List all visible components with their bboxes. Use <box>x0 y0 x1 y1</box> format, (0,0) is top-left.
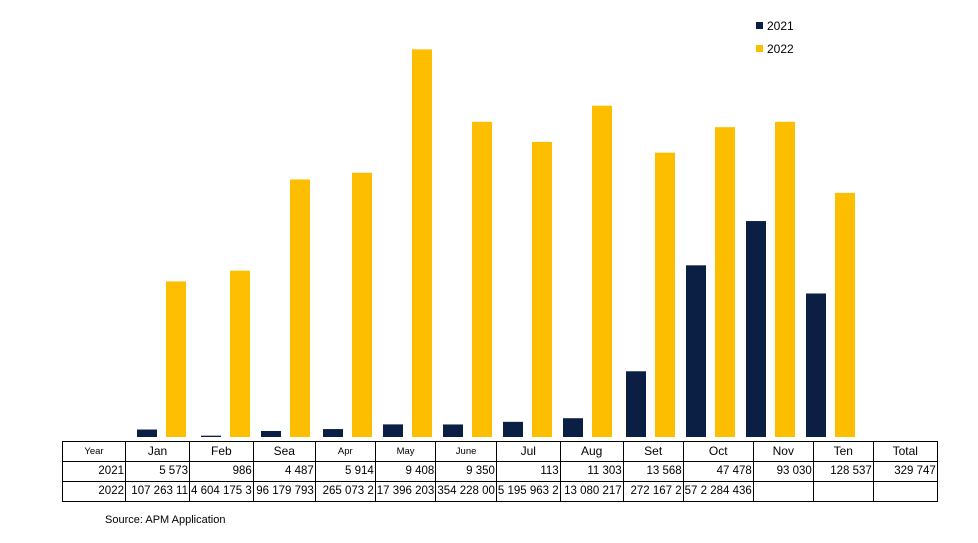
header-cell: Feb <box>189 441 254 462</box>
table-cell: 2021 <box>62 461 126 482</box>
bar-2021-jul <box>503 421 523 437</box>
table-cell: 11 303 <box>559 461 624 482</box>
header-cell: Jul <box>495 441 561 462</box>
table-cell: 17 396 203 <box>374 481 437 502</box>
header-cell: Set <box>622 441 684 462</box>
header-cell: June <box>435 441 497 462</box>
legend-item-2021: 2021 <box>756 14 794 37</box>
table-cell: 5 573 <box>125 461 190 482</box>
table-cell: 57 2 284 436 <box>682 481 754 502</box>
legend-label-2021: 2021 <box>767 18 794 33</box>
table-cell: 272 167 2 <box>622 481 684 502</box>
table-cell: 354 228 00 <box>435 481 497 502</box>
table-cell: 93 030 <box>752 461 814 482</box>
bar-2021-sea <box>261 430 281 437</box>
table-cell: 96 179 793 <box>252 481 316 502</box>
header-cell: Year <box>62 441 126 462</box>
bar-2021-may <box>383 424 403 437</box>
table-row: 2022 107 263 11 4 604 175 3 96 179 793 265 0… <box>62 481 938 502</box>
bar-chart <box>137 49 855 438</box>
bar-2022-jul <box>532 141 552 437</box>
bar-2022-apr <box>352 172 372 437</box>
header-cell: May <box>374 441 437 462</box>
table-header-row: Year Jan Feb Sea Apr May June Jul Aug Set Oct Nov Te… <box>62 441 938 462</box>
bar-2022-set <box>655 152 675 437</box>
legend-label-2022: 2022 <box>767 41 794 56</box>
table-cell: 329 747 <box>872 461 938 482</box>
header-cell: Nov <box>752 441 814 462</box>
bar-2022-sea <box>290 179 310 437</box>
table-cell: 5 195 963 2 <box>495 481 561 502</box>
bar-2022-june <box>472 121 492 437</box>
header-cell: Ten <box>812 441 874 462</box>
table-cell: 986 <box>189 461 254 482</box>
header-cell: Apr <box>314 441 376 462</box>
header-cell: Oct <box>682 441 754 462</box>
header-cell: Total <box>872 441 938 462</box>
bar-2021-apr <box>323 429 343 437</box>
source-note: Source: APM Application <box>105 514 226 526</box>
bar-2021-feb <box>201 435 221 437</box>
legend-item-2022: 2022 <box>756 37 794 60</box>
table-cell: 4 604 175 3 <box>189 481 254 502</box>
table-cell: 113 <box>495 461 561 482</box>
table-cell: 5 914 <box>314 461 376 482</box>
bar-2021-jan <box>137 429 157 437</box>
table-cell: 107 263 11 <box>125 481 190 502</box>
table-cell: 2022 <box>62 481 126 502</box>
table-cell <box>752 481 814 502</box>
header-cell: Aug <box>559 441 624 462</box>
bar-2021-ten <box>806 293 826 437</box>
bar-2021-oct <box>686 265 706 437</box>
bar-2022-may <box>412 49 432 438</box>
bar-2021-june <box>443 424 463 437</box>
table-cell: 47 478 <box>682 461 754 482</box>
bar-2021-nov <box>746 221 766 437</box>
bar-2022-ten <box>835 192 855 437</box>
table-cell: 128 537 <box>812 461 874 482</box>
header-cell: Sea <box>252 441 316 462</box>
legend-swatch-2022 <box>756 45 763 52</box>
bar-2021-aug <box>563 418 583 437</box>
bar-2022-nov <box>775 121 795 437</box>
table-cell: 13 080 217 <box>559 481 624 502</box>
table-cell: 265 073 2 <box>314 481 376 502</box>
data-table: Year Jan Feb Sea Apr May June Jul Aug Set Oct Nov Te… <box>62 441 938 502</box>
table-row: 2021 5 573 986 4 487 5 914 9 408 9 350 113 11 30… <box>62 461 938 482</box>
table-cell <box>872 481 938 502</box>
bar-2022-feb <box>230 270 250 437</box>
legend-swatch-2021 <box>756 22 763 29</box>
legend: 2021 2022 <box>756 14 794 60</box>
table-cell: 13 568 <box>622 461 684 482</box>
table-cell <box>812 481 874 502</box>
bar-2022-aug <box>592 105 612 438</box>
table-cell: 4 487 <box>252 461 316 482</box>
table-cell: 9 408 <box>374 461 437 482</box>
bar-2022-oct <box>715 127 735 438</box>
bar-2021-set <box>626 371 646 437</box>
table-cell: 9 350 <box>435 461 497 482</box>
bar-2022-jan <box>166 281 186 437</box>
header-cell: Jan <box>125 441 190 462</box>
